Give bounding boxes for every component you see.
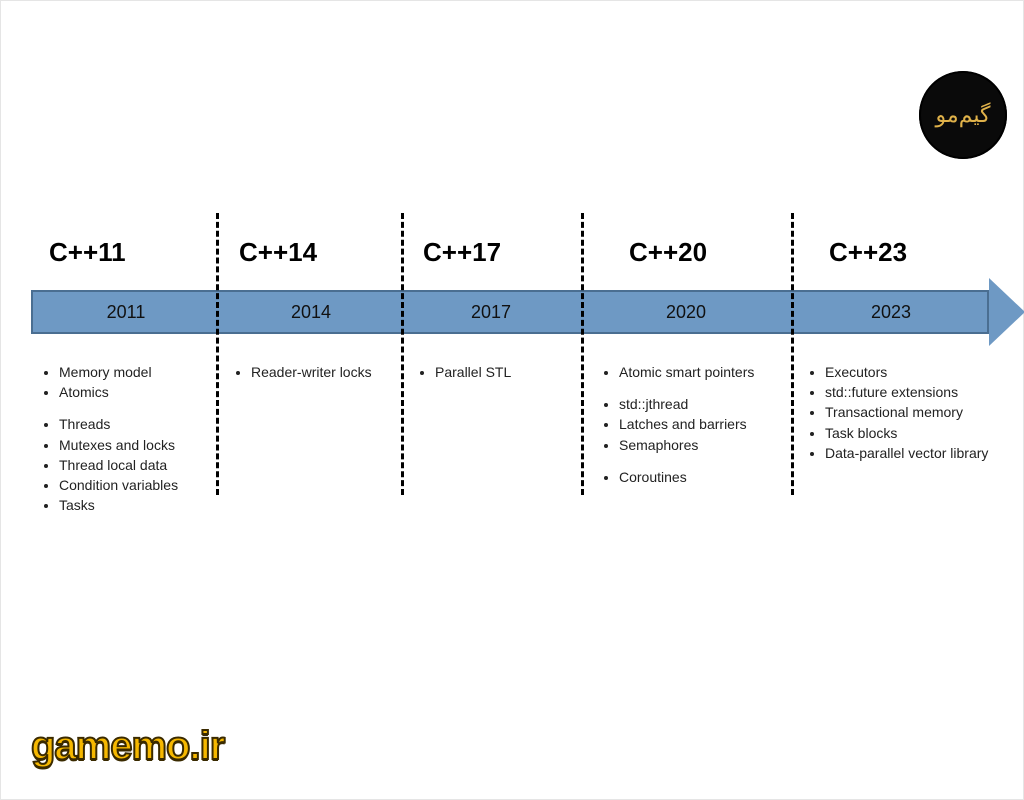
feature-item: Semaphores [619, 436, 782, 454]
version-label: C++20 [629, 237, 707, 268]
year-label: 2023 [791, 290, 991, 334]
feature-item: Parallel STL [435, 363, 573, 381]
feature-list: Atomic smart pointersstd::jthreadLatches… [597, 363, 782, 488]
feature-item: Executors [825, 363, 1003, 381]
feature-list: Parallel STL [413, 363, 573, 383]
feature-item: Task blocks [825, 424, 1003, 442]
version-label: C++17 [423, 237, 501, 268]
timeline-arrow: 2011 2014 2017 2020 2023 [31, 290, 1023, 334]
timeline-arrow-head [989, 278, 1024, 346]
feature-item: Atomics [59, 383, 212, 401]
version-label: C++23 [829, 237, 907, 268]
feature-item: Latches and barriers [619, 415, 782, 433]
feature-item: Mutexes and locks [59, 436, 212, 454]
feature-item: Data-parallel vector library [825, 444, 1003, 462]
version-label: C++14 [239, 237, 317, 268]
feature-list: Reader-writer locks [229, 363, 394, 383]
feature-list: Executorsstd::future extensionsTransacti… [803, 363, 1003, 464]
column-separator [791, 213, 794, 495]
column-separator [401, 213, 404, 495]
feature-item: Atomic smart pointers [619, 363, 782, 381]
brand-logo-text: گیم‌مو [936, 102, 991, 128]
feature-item: Memory model [59, 363, 212, 381]
year-label: 2020 [581, 290, 791, 334]
watermark-text: gamemo.ir [31, 724, 224, 769]
column-separator [216, 213, 219, 495]
column-separator [581, 213, 584, 495]
year-label: 2014 [221, 290, 401, 334]
version-label: C++11 [49, 237, 126, 268]
feature-item: Transactional memory [825, 403, 1003, 421]
feature-item: std::jthread [619, 395, 782, 413]
year-label: 2017 [401, 290, 581, 334]
feature-item: std::future extensions [825, 383, 1003, 401]
feature-item: Condition variables [59, 476, 212, 494]
feature-list: Memory model Atomics Threads Mutexes and lo… [37, 363, 212, 516]
feature-item: Tasks [59, 496, 212, 514]
feature-item: Threads [59, 415, 212, 433]
timeline-canvas: گیم‌مو 2011 2014 2017 2020 2023 C++11 C+… [0, 0, 1024, 800]
feature-item: Thread local data [59, 456, 212, 474]
feature-item: Reader-writer locks [251, 363, 394, 381]
year-label: 2011 [31, 290, 221, 334]
brand-logo: گیم‌مو [919, 71, 1007, 159]
feature-item: Coroutines [619, 468, 782, 486]
